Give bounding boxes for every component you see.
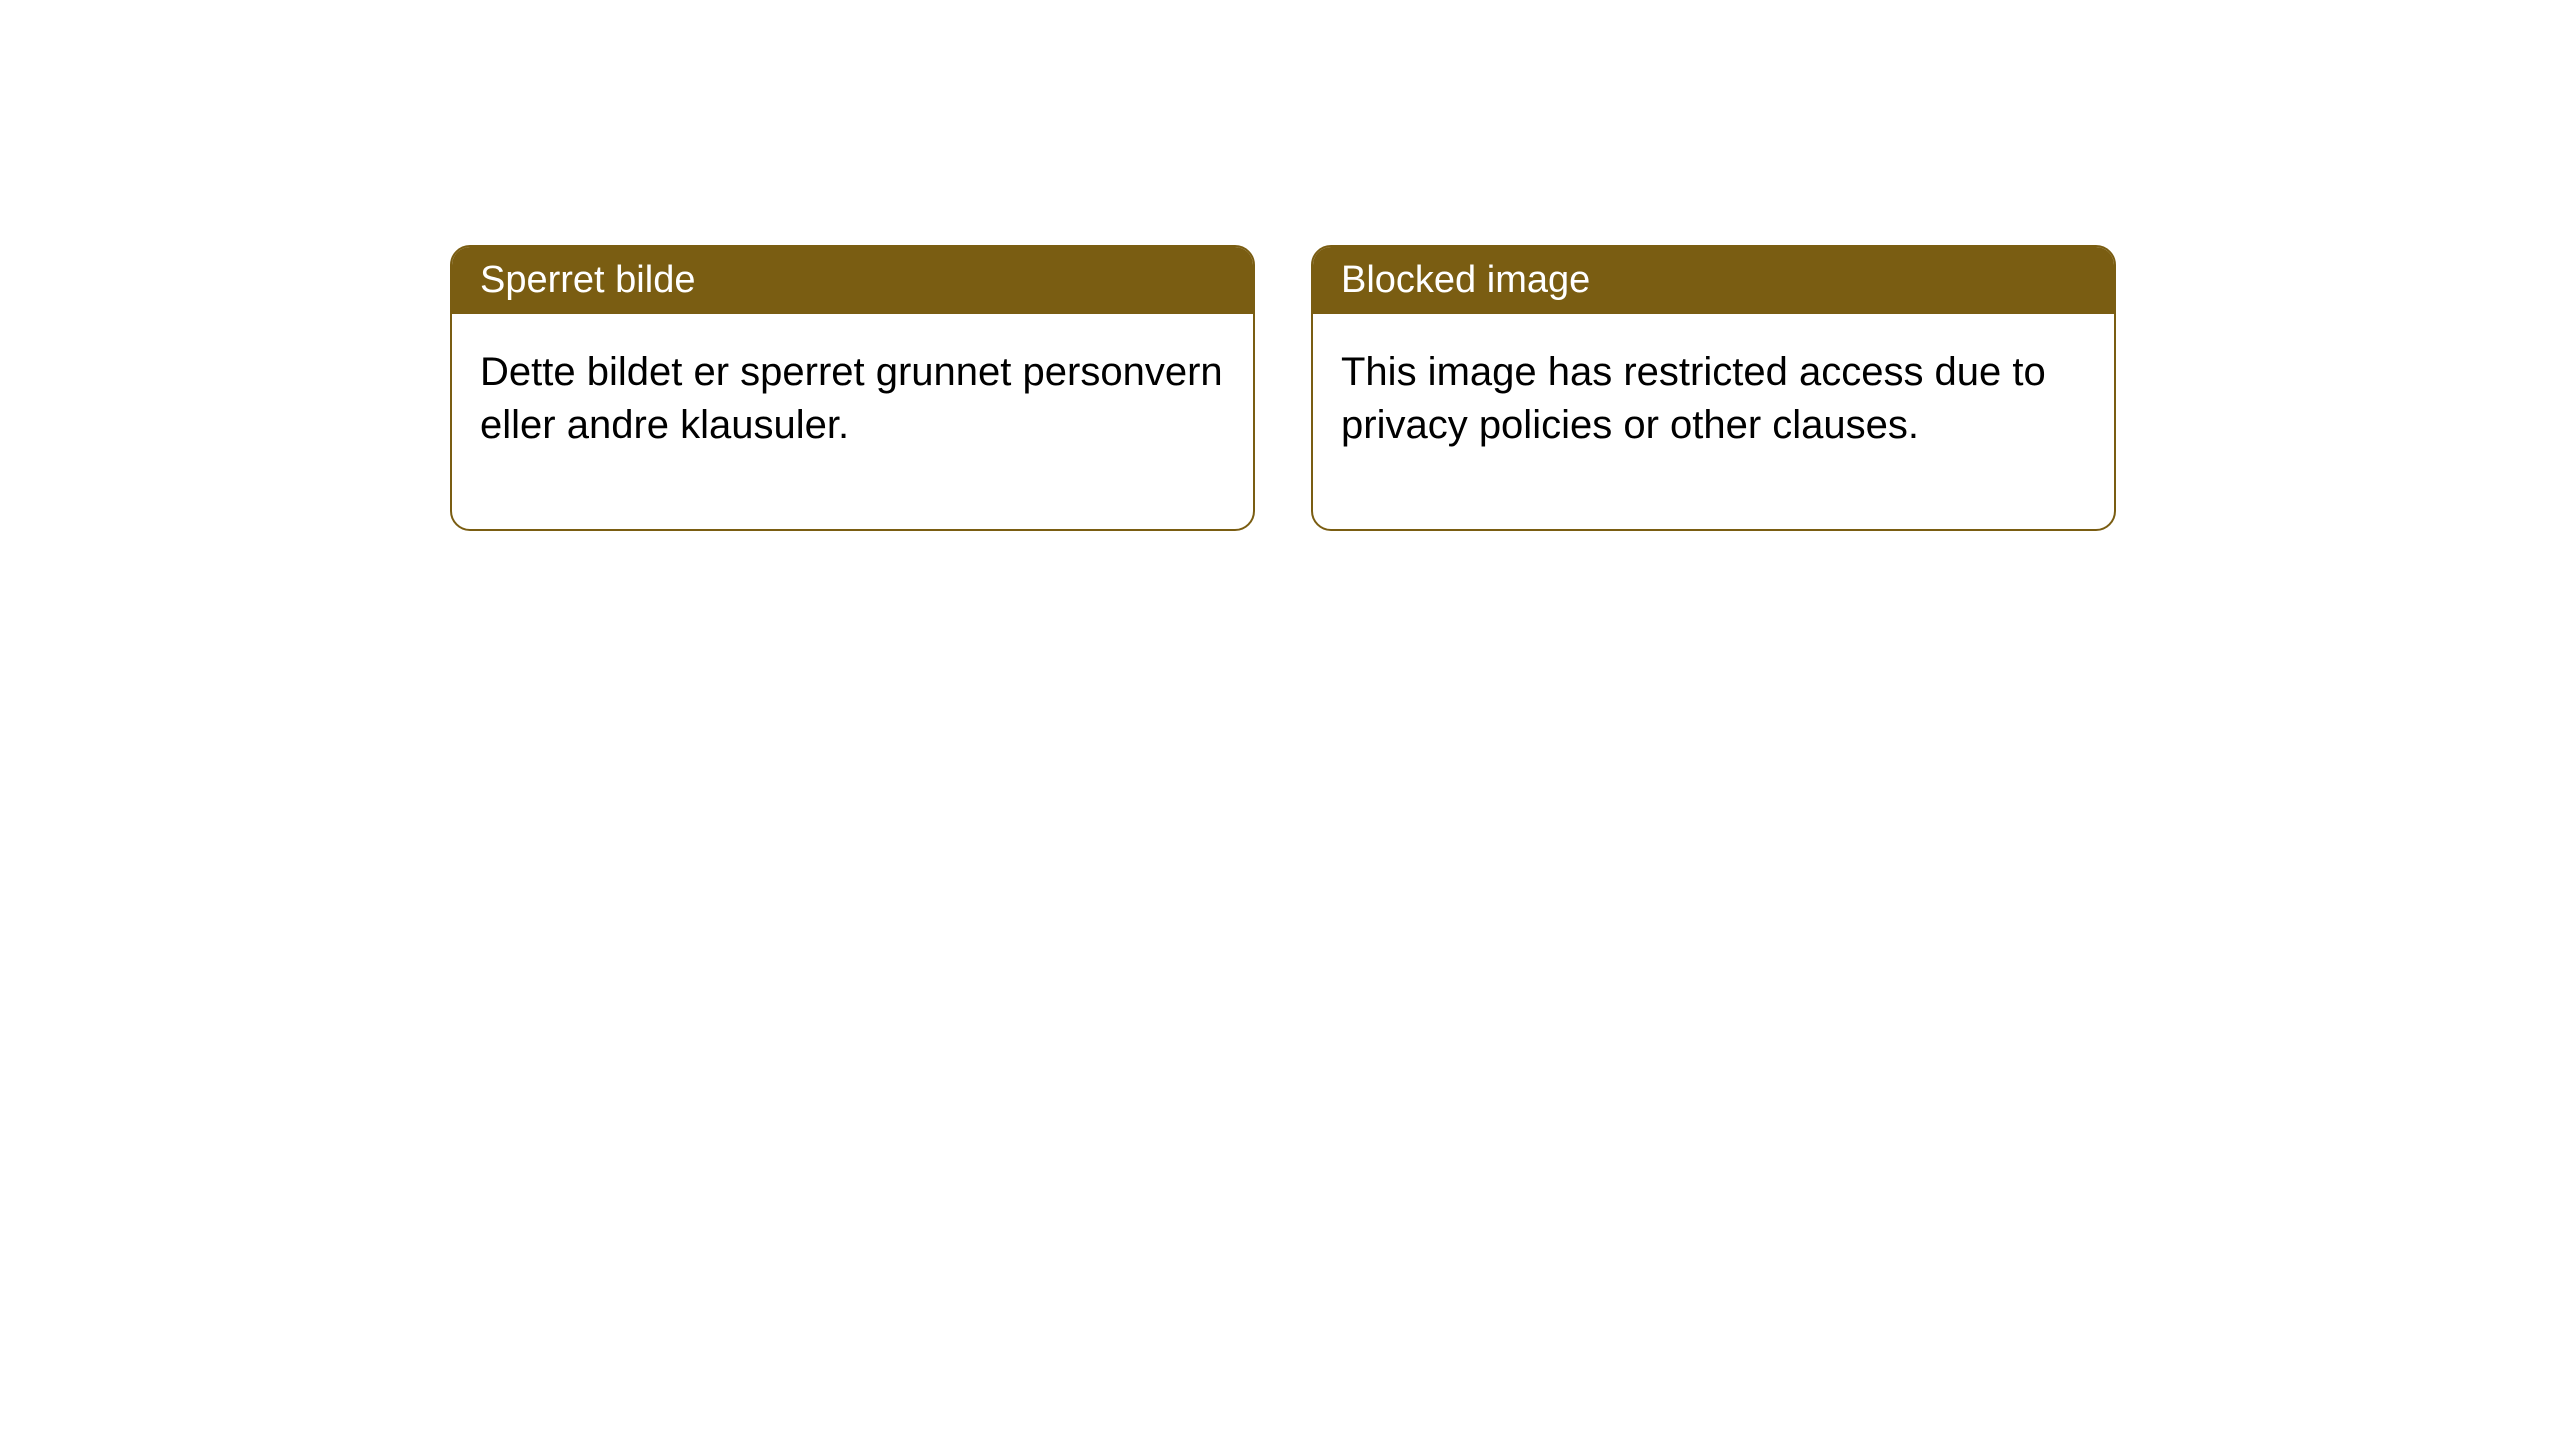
notice-title: Blocked image bbox=[1341, 259, 1590, 301]
notice-header: Sperret bilde bbox=[452, 247, 1253, 314]
notice-card-norwegian: Sperret bilde Dette bildet er sperret gr… bbox=[450, 245, 1255, 531]
notice-text: This image has restricted access due to … bbox=[1341, 350, 2046, 447]
notice-text: Dette bildet er sperret grunnet personve… bbox=[480, 350, 1223, 447]
notice-card-english: Blocked image This image has restricted … bbox=[1311, 245, 2116, 531]
notice-body: Dette bildet er sperret grunnet personve… bbox=[452, 314, 1253, 529]
notice-body: This image has restricted access due to … bbox=[1313, 314, 2114, 529]
notice-title: Sperret bilde bbox=[480, 259, 695, 301]
notice-header: Blocked image bbox=[1313, 247, 2114, 314]
notice-container: Sperret bilde Dette bildet er sperret gr… bbox=[0, 0, 2560, 531]
